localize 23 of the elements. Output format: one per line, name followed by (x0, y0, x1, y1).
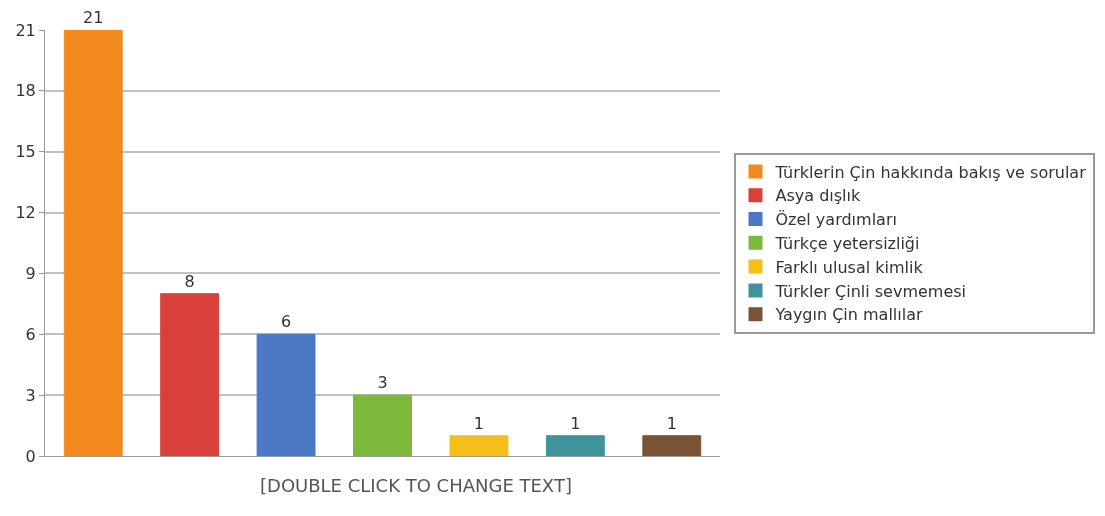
legend-label: Farklı ulusal kimlik (775, 257, 924, 277)
y-tick-label: 3 (25, 385, 36, 405)
data-label: 8 (184, 271, 195, 291)
legend-label: Asya dışlık (775, 186, 861, 206)
data-label: 3 (377, 373, 388, 393)
legend-label: Türkçe yetersizliği (774, 234, 920, 254)
y-tick-label: 9 (25, 264, 36, 284)
text: [DOUBLE CLICK TO CHANGE TEXT] (260, 475, 572, 496)
data-label: 1 (666, 413, 677, 433)
y-tick-label: 12 (15, 203, 36, 223)
y-tick-label: 0 (25, 446, 36, 466)
y-tick-label: 18 (15, 81, 36, 101)
legend-label: Türkler Çinli sevmemesi (774, 281, 967, 301)
data-label: 21 (83, 8, 104, 27)
legend-label: Yaygın Çin mallılar (774, 305, 923, 325)
legend-label: Türklerin Çin hakkında bakış ve sorular (774, 162, 1087, 182)
y-tick-label: 6 (25, 324, 36, 344)
legend-label: Özel yardımları (775, 210, 897, 230)
data-label: 6 (280, 312, 292, 332)
y-tick-label: 15 (15, 142, 36, 162)
data-label: 1 (473, 413, 485, 433)
data-label: 1 (570, 413, 581, 433)
y-tick-label: 21 (15, 20, 36, 40)
